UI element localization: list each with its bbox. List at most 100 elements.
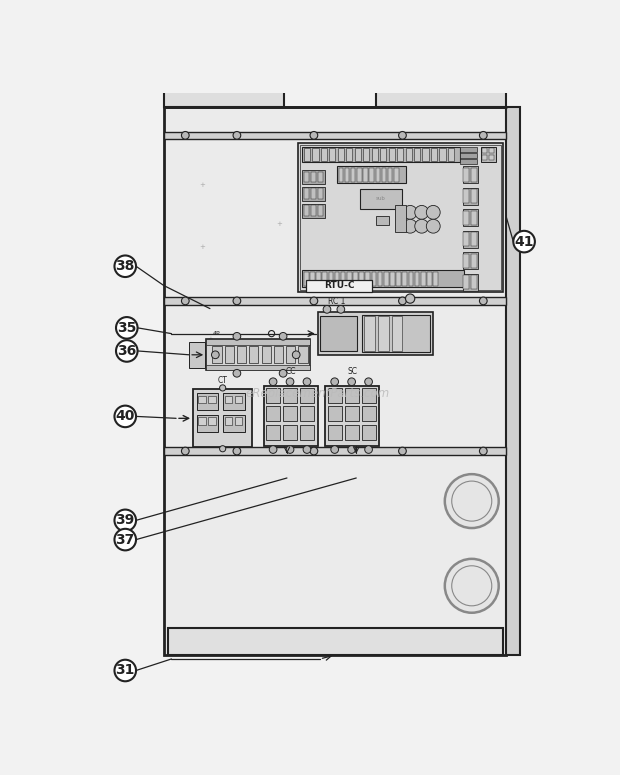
Bar <box>311 205 316 216</box>
Bar <box>321 149 327 160</box>
Bar <box>405 149 412 160</box>
Bar <box>397 149 403 160</box>
Circle shape <box>279 332 287 340</box>
Circle shape <box>365 378 373 386</box>
Text: 4P: 4P <box>212 331 220 336</box>
Bar <box>206 339 310 345</box>
Bar <box>223 393 245 410</box>
Bar <box>433 272 438 285</box>
Circle shape <box>293 351 300 359</box>
Text: +: + <box>369 336 374 343</box>
Bar <box>300 406 314 421</box>
Bar <box>448 149 454 160</box>
Bar <box>347 272 352 285</box>
Bar <box>206 339 310 370</box>
Bar <box>460 147 477 152</box>
Bar <box>304 188 309 199</box>
Bar <box>382 167 386 181</box>
Bar <box>482 148 487 153</box>
Bar <box>311 171 316 182</box>
Circle shape <box>233 297 241 305</box>
Bar <box>363 149 370 160</box>
Bar <box>414 149 420 160</box>
Bar <box>224 395 232 403</box>
Circle shape <box>403 219 417 233</box>
Bar <box>388 167 392 181</box>
Bar <box>346 149 352 160</box>
Circle shape <box>115 660 136 681</box>
Bar <box>164 72 284 107</box>
Circle shape <box>182 297 189 305</box>
Circle shape <box>116 340 138 362</box>
Circle shape <box>233 447 241 455</box>
Bar <box>353 272 358 285</box>
Circle shape <box>479 297 487 305</box>
Bar <box>376 167 380 181</box>
Bar <box>328 388 342 402</box>
Bar <box>283 388 297 402</box>
Bar <box>365 272 370 285</box>
Bar <box>345 406 358 421</box>
Bar <box>316 272 321 285</box>
Circle shape <box>348 446 355 453</box>
Bar <box>361 406 376 421</box>
Bar <box>463 274 478 291</box>
Bar <box>431 149 437 160</box>
Bar <box>312 149 319 160</box>
Bar <box>198 395 206 403</box>
Bar <box>300 388 314 402</box>
Circle shape <box>233 332 241 340</box>
Circle shape <box>269 446 277 453</box>
Circle shape <box>303 446 311 453</box>
Circle shape <box>233 132 241 140</box>
Bar <box>310 272 315 285</box>
Circle shape <box>182 447 189 455</box>
Bar <box>364 316 374 351</box>
Bar <box>371 272 376 285</box>
Bar <box>329 149 335 160</box>
Bar <box>360 272 364 285</box>
Bar <box>337 166 406 183</box>
Circle shape <box>513 231 535 253</box>
Bar <box>304 149 310 160</box>
Bar <box>376 216 389 226</box>
Bar <box>378 272 383 285</box>
Bar <box>249 346 259 363</box>
Bar <box>415 272 419 285</box>
Bar <box>396 272 401 285</box>
Bar <box>303 170 326 184</box>
Bar <box>197 393 218 410</box>
Circle shape <box>331 378 339 386</box>
Circle shape <box>286 378 294 386</box>
Bar <box>311 188 316 199</box>
Bar <box>300 425 314 439</box>
Bar <box>481 147 497 162</box>
Bar <box>345 425 358 439</box>
Circle shape <box>348 378 355 386</box>
Bar <box>489 148 494 153</box>
Text: 39: 39 <box>115 513 135 527</box>
Bar <box>283 425 297 439</box>
Bar <box>389 149 395 160</box>
Bar <box>421 272 425 285</box>
Bar <box>329 272 333 285</box>
Bar <box>317 188 323 199</box>
Circle shape <box>115 529 136 550</box>
Bar <box>322 272 327 285</box>
Circle shape <box>427 205 440 219</box>
Bar <box>440 149 446 160</box>
Circle shape <box>399 447 406 455</box>
Circle shape <box>399 297 406 305</box>
Bar <box>274 346 283 363</box>
Bar <box>482 154 487 160</box>
Text: +: + <box>277 221 282 227</box>
Bar <box>463 166 478 183</box>
Bar <box>463 253 478 270</box>
Bar <box>361 425 376 439</box>
Text: 37: 37 <box>115 532 135 546</box>
Bar <box>303 270 464 287</box>
Text: +: + <box>199 244 205 250</box>
Circle shape <box>479 132 487 140</box>
Bar <box>394 167 399 181</box>
Bar <box>370 167 374 181</box>
